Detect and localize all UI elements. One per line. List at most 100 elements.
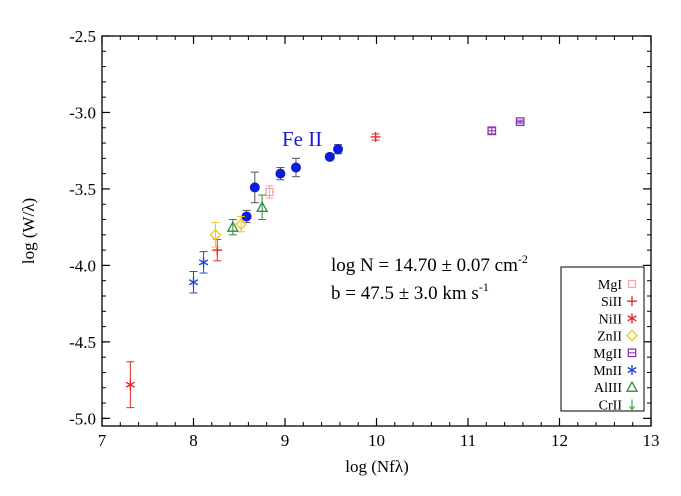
legend-marker (627, 296, 637, 307)
data-point-fe-ii (249, 171, 260, 204)
marker-shape (125, 381, 136, 388)
doppler-b-exponent: -1 (479, 280, 489, 294)
marker-shape (629, 406, 635, 411)
legend-label: NiII (599, 312, 623, 327)
doppler-b-text: b = 47.5 ± 3.0 km s (331, 283, 479, 304)
point-marker (324, 151, 335, 162)
legend-label: AlIII (594, 381, 622, 396)
x-tick-label: 9 (281, 431, 290, 450)
y-tick-label: -5.0 (69, 409, 96, 428)
legend-marker (627, 313, 637, 324)
column-density-exponent: -2 (518, 252, 528, 266)
data-point-siii (212, 238, 223, 262)
legend-label: SiII (601, 295, 622, 310)
marker-shape (188, 279, 199, 286)
data-point-znii (235, 215, 247, 233)
legend-item-mnii: MnII (593, 364, 637, 379)
data-point-aliii (226, 219, 239, 236)
data-point-mgi (265, 185, 274, 199)
point-marker (209, 228, 222, 241)
legend-item-crii: CrII (599, 398, 635, 413)
y-tick-label: -4.5 (69, 333, 96, 352)
point-marker (333, 144, 344, 155)
axis-ticks-layer: 7 8 9 10 11 12 13 -2.5 -3.0 -3.5 -4.0 -4.5 -5.0 (69, 27, 659, 450)
x-tick-label: 10 (368, 431, 385, 450)
point-marker (370, 131, 381, 142)
legend-label: CrII (599, 398, 623, 413)
legend-item-siii: SiII (601, 295, 637, 310)
legend-label: ZnII (597, 330, 622, 345)
data-point-niii (125, 361, 136, 409)
y-axis-title: log (W/λ) (19, 198, 38, 264)
data-point-aliii (256, 194, 269, 221)
legend-label: MgII (593, 347, 622, 362)
x-tick-label: 13 (643, 431, 660, 450)
legend-item-mgii: MgII (593, 347, 637, 362)
y-tick-label: -3.0 (69, 103, 96, 122)
point-marker (125, 379, 136, 390)
marker-shape (226, 220, 239, 232)
legend-marker (627, 279, 637, 289)
marker-shape (627, 366, 637, 374)
doppler-b-annotation: b = 47.5 ± 3.0 km s-1 (331, 280, 489, 304)
y-tick-label: -3.5 (69, 180, 96, 199)
data-point-fe-ii (290, 157, 301, 178)
point-marker (235, 218, 247, 231)
legend-marker (626, 329, 638, 342)
marker-shape (265, 187, 274, 197)
legend-label: MnII (593, 364, 622, 379)
point-marker (256, 200, 269, 212)
marker-shape (256, 200, 269, 212)
data-point-mgii (487, 126, 497, 136)
legend-marker (629, 399, 635, 411)
data-point-mgii (515, 117, 525, 127)
data-point-fe-ii (324, 151, 335, 162)
x-tick-label: 7 (98, 431, 107, 450)
legend-item-mgi: MgI (598, 278, 637, 293)
point-marker (226, 220, 239, 232)
legend-item-znii: ZnII (597, 329, 638, 345)
x-axis-title: log (Nfλ) (345, 457, 408, 476)
column-density-text: log N = 14.70 ± 0.07 cm (331, 255, 518, 276)
marker-shape (333, 144, 344, 155)
legend-marker (625, 380, 639, 392)
point-marker (290, 162, 301, 173)
column-density-annotation: log N = 14.70 ± 0.07 cm-2 (331, 252, 528, 276)
marker-shape (235, 218, 247, 231)
legend-marker (627, 348, 637, 358)
fe-ii-label: Fe II (282, 127, 322, 151)
data-point-fe-ii (333, 144, 344, 155)
legend-item-niii: NiII (599, 312, 637, 327)
y-tick-label: -2.5 (69, 27, 96, 46)
marker-shape (627, 315, 637, 322)
marker-shape (198, 259, 209, 266)
data-point-znii (209, 222, 222, 248)
marker-shape (249, 182, 260, 193)
marker-shape (275, 168, 286, 179)
x-tick-label: 12 (551, 431, 568, 450)
x-tick-label: 8 (189, 431, 198, 450)
y-tick-label: -4.0 (69, 256, 96, 275)
marker-shape (209, 228, 222, 241)
legend-items: MgI SiII NiII ZnII MgII MnII AlIII CrII (593, 278, 639, 413)
point-marker (487, 126, 497, 136)
marker-shape (626, 329, 638, 342)
point-marker (265, 187, 274, 197)
data-point-mnii (188, 271, 199, 294)
marker-shape (324, 151, 335, 162)
legend: MgI SiII NiII ZnII MgII MnII AlIII CrII (560, 266, 645, 413)
point-marker (275, 168, 286, 179)
legend-label: MgI (598, 278, 622, 293)
point-marker (188, 277, 199, 288)
data-points-layer (125, 117, 525, 409)
marker-shape (627, 279, 637, 289)
marker-shape (290, 162, 301, 173)
point-marker (515, 117, 525, 127)
marker-shape (625, 380, 639, 392)
data-point-siii (370, 131, 381, 142)
legend-marker (627, 365, 637, 375)
point-marker (198, 257, 209, 268)
data-point-fe-ii (275, 167, 286, 181)
x-tick-label: 11 (460, 431, 476, 450)
